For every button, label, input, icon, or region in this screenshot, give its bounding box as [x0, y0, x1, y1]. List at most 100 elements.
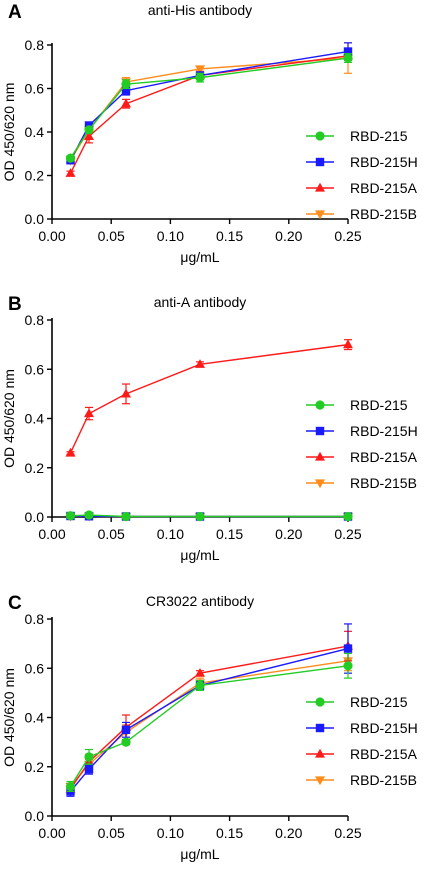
chart-panel-c: C CR3022 antibody 0.00 0.05 0.10 0.15 0.20 0.25…: [1, 593, 418, 862]
data-point: [343, 53, 353, 63]
legend-swatch-marker: [315, 479, 325, 489]
legend-label: RBD-215A: [350, 180, 418, 196]
y-tick-label: 0.4: [25, 411, 45, 427]
data-point: [343, 47, 353, 56]
data-point: [65, 511, 76, 521]
y-tick-label: 0.0: [25, 808, 45, 824]
x-tick-label: 0.15: [216, 526, 243, 542]
data-point: [121, 388, 131, 398]
data-point: [195, 511, 205, 522]
y-tick-label: 0.2: [25, 460, 45, 476]
data-point: [121, 86, 131, 95]
data-point: [65, 153, 76, 163]
legend-swatch-marker: [315, 131, 325, 141]
data-point: [121, 98, 131, 108]
x-tick-label: 0.25: [334, 825, 361, 841]
data-point: [84, 131, 94, 140]
x-tick-label: 0.25: [334, 228, 361, 244]
panel-letter: C: [8, 593, 22, 614]
legend-label: RBD-215B: [350, 206, 417, 222]
legend-swatch-marker: [315, 451, 325, 461]
x-tick-label: 0.05: [98, 825, 125, 841]
data-point: [343, 644, 353, 653]
y-tick-label: 0.0: [25, 509, 45, 525]
x-tick-label: 0.25: [334, 526, 361, 542]
series-rbd-215a: [65, 50, 353, 177]
data-point: [121, 725, 131, 735]
series-line: [69, 660, 349, 787]
legend-label: RBD-215B: [350, 475, 417, 491]
legend-label: RBD-215H: [350, 720, 418, 736]
y-tick-label: 0.2: [25, 759, 45, 775]
legend: RBD-215 RBD-215H RBD-215A RBD-215B: [306, 128, 418, 222]
series-line: [69, 343, 349, 454]
x-tick-label: 0.00: [38, 526, 65, 542]
data-point: [195, 73, 205, 83]
data-point: [84, 765, 94, 774]
series-line: [69, 665, 349, 787]
data-point: [343, 339, 353, 349]
y-tick-label: 0.6: [25, 660, 45, 676]
y-tick-label: 0.8: [25, 37, 45, 53]
data-point: [65, 168, 76, 177]
data-point: [195, 680, 205, 691]
data-point: [121, 511, 131, 522]
data-point: [343, 661, 353, 671]
panel-letter: B: [8, 294, 22, 315]
y-tick-label: 0.6: [25, 81, 45, 97]
chart-title: anti-A antibody: [154, 294, 247, 310]
series-rbd-215: [65, 53, 353, 163]
y-tick-label: 0.6: [25, 361, 45, 377]
legend: RBD-215 RBD-215H RBD-215A RBD-215B: [306, 694, 418, 788]
y-tick-label: 0.4: [25, 124, 45, 140]
y-axis-label: OD 450/620 nm: [1, 668, 17, 767]
series-rbd-215: [65, 510, 353, 522]
y-tick-label: 0.8: [25, 611, 45, 627]
y-axis-label: OD 450/620 nm: [1, 369, 17, 468]
legend-swatch-marker: [315, 748, 325, 758]
legend-swatch-marker: [315, 157, 325, 167]
x-tick-label: 0.00: [38, 228, 65, 244]
legend-label: RBD-215: [350, 397, 408, 413]
x-tick-label: 0.10: [157, 526, 184, 542]
legend-label: RBD-215: [350, 694, 408, 710]
y-tick-label: 0.2: [25, 168, 45, 184]
legend-label: RBD-215A: [350, 449, 418, 465]
x-tick-label: 0.05: [98, 228, 125, 244]
series-rbd-215h: [66, 623, 353, 797]
data-point: [121, 79, 131, 89]
legend-swatch-marker: [315, 776, 325, 786]
legend-swatch-marker: [315, 723, 325, 733]
x-axis-label: μg/mL: [180, 846, 219, 862]
legend-label: RBD-215H: [350, 423, 418, 439]
x-tick-label: 0.10: [157, 228, 184, 244]
legend-label: RBD-215A: [350, 746, 418, 762]
legend: RBD-215 RBD-215H RBD-215A RBD-215B: [306, 397, 418, 491]
x-axis-label: μg/mL: [180, 249, 219, 265]
x-tick-label: 0.05: [98, 526, 125, 542]
x-tick-label: 0.20: [275, 228, 302, 244]
x-tick-label: 0.20: [275, 526, 302, 542]
legend-label: RBD-215H: [350, 154, 418, 170]
series-line: [70, 514, 348, 518]
x-tick-label: 0.00: [38, 825, 65, 841]
data-point: [195, 65, 205, 75]
chart-title: CR3022 antibody: [146, 593, 254, 609]
y-tick-label: 0.4: [25, 710, 45, 726]
series-rbd-215a: [65, 339, 353, 457]
series-line: [69, 647, 349, 792]
data-point: [343, 511, 353, 522]
data-point: [84, 408, 94, 418]
data-point: [65, 447, 76, 457]
y-tick-label: 0.0: [25, 211, 45, 227]
series-rbd-215: [65, 652, 353, 792]
data-point: [84, 752, 94, 762]
legend-swatch-marker: [315, 210, 325, 220]
y-axis-label: OD 450/620 nm: [1, 83, 17, 182]
legend-swatch-marker: [315, 400, 325, 410]
series-rbd-215a: [65, 630, 353, 795]
legend-label: RBD-215B: [350, 772, 417, 788]
data-point: [65, 781, 76, 792]
